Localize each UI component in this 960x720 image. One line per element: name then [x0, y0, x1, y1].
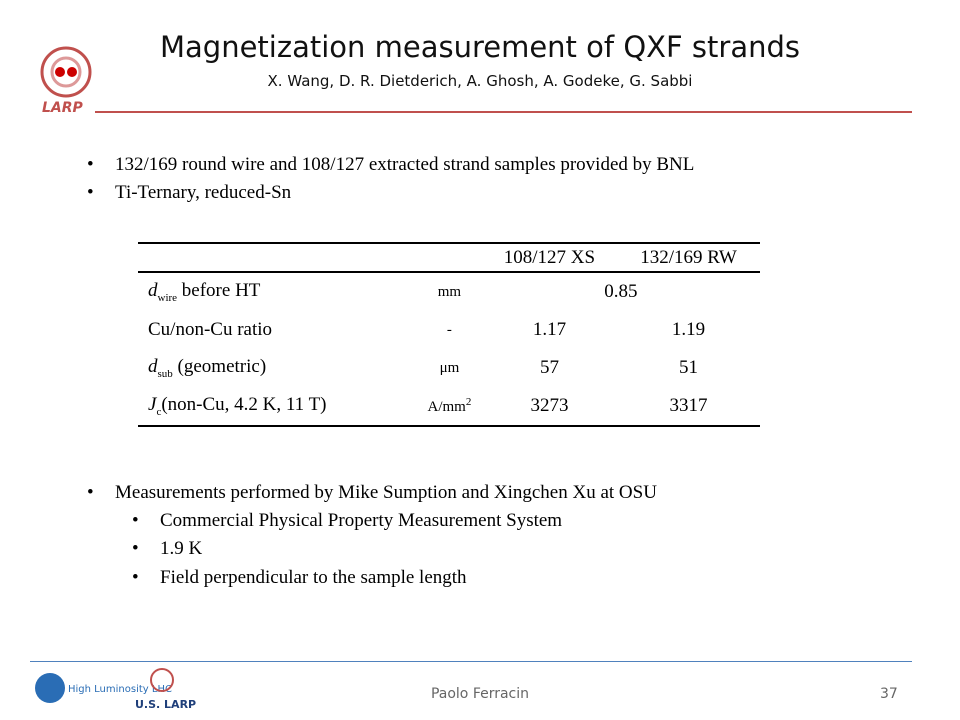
- text: A/mm: [427, 399, 466, 415]
- text: d: [148, 356, 158, 378]
- cell: 0.85: [604, 281, 638, 302]
- footer-rule: [30, 661, 912, 662]
- text: d: [148, 280, 158, 302]
- row: Jc(non-Cu, 4.2 K, 11 T) A/mm2 3273 3317: [138, 387, 760, 427]
- row-label: Cu/non-Cu ratio: [138, 311, 417, 349]
- row: dwire before HT mm 0.85: [138, 272, 760, 311]
- bullet: 132/169 round wire and 108/127 extracted…: [87, 154, 694, 176]
- cell: 51: [679, 357, 698, 378]
- sub-bullet: 1.9 K: [132, 538, 202, 560]
- column-header: 108/127 XS: [481, 242, 618, 273]
- page-number: 37: [880, 686, 898, 702]
- unit: A/mm2: [416, 387, 482, 427]
- sub-bullet: Field perpendicular to the sample length: [132, 567, 467, 589]
- unit: mm: [417, 272, 482, 311]
- bullet: Ti-Ternary, reduced-Sn: [87, 182, 291, 204]
- footer-logos: High Luminosity LHC U.S. LARP: [35, 668, 196, 711]
- subscript: wire: [157, 291, 178, 304]
- cell: 57: [539, 357, 559, 378]
- title: Magnetization measurement of QXF strands: [160, 30, 800, 64]
- cell: [416, 242, 482, 273]
- logo-text: High Luminosity LHC: [68, 684, 172, 695]
- row: Cu/non-Cu ratio - 1.17 1.19: [138, 311, 760, 349]
- logo-text: U.S. LARP: [135, 698, 196, 711]
- row-label: Jc(non-Cu, 4.2 K, 11 T): [138, 387, 417, 427]
- row: dsub (geometric) μm 57 51: [138, 349, 760, 387]
- text: -: [446, 321, 452, 338]
- text: mm: [437, 283, 462, 300]
- text: μm: [439, 359, 460, 376]
- authors: X. Wang, D. R. Dietderich, A. Ghosh, A. …: [267, 72, 693, 90]
- unit: -: [417, 311, 482, 349]
- text: J: [148, 394, 157, 416]
- table: 108/127 XS 132/169 RW dwire before HT mm 0.8…: [138, 242, 760, 427]
- text: (non-Cu, 4.2 K, 11 T): [161, 394, 327, 416]
- header-row: 108/127 XS 132/169 RW: [138, 242, 760, 273]
- subscript: sub: [157, 367, 173, 380]
- header-rule: [95, 111, 912, 113]
- larp-logo: LARP: [40, 46, 92, 116]
- text: before HT: [177, 280, 261, 302]
- cell: 1.17: [532, 319, 567, 340]
- bullet: Measurements performed by Mike Sumption …: [87, 482, 657, 504]
- text: (geometric): [172, 356, 267, 378]
- unit: μm: [417, 349, 482, 387]
- cell: [138, 242, 417, 273]
- row-label: dsub (geometric): [138, 349, 417, 387]
- subscript: c: [156, 405, 162, 418]
- presenter: Paolo Ferracin: [430, 686, 530, 702]
- cell: 3273: [481, 387, 618, 427]
- cell: 1.19: [671, 319, 706, 340]
- logo-text: LARP: [42, 100, 84, 116]
- text: Cu/non-Cu ratio: [148, 319, 273, 340]
- superscript: 2: [465, 396, 472, 408]
- sub-bullet: Commercial Physical Property Measurement…: [132, 510, 562, 532]
- column-header: 132/169 RW: [617, 242, 760, 273]
- cell: 3317: [617, 387, 760, 427]
- row-label: dwire before HT: [138, 272, 417, 311]
